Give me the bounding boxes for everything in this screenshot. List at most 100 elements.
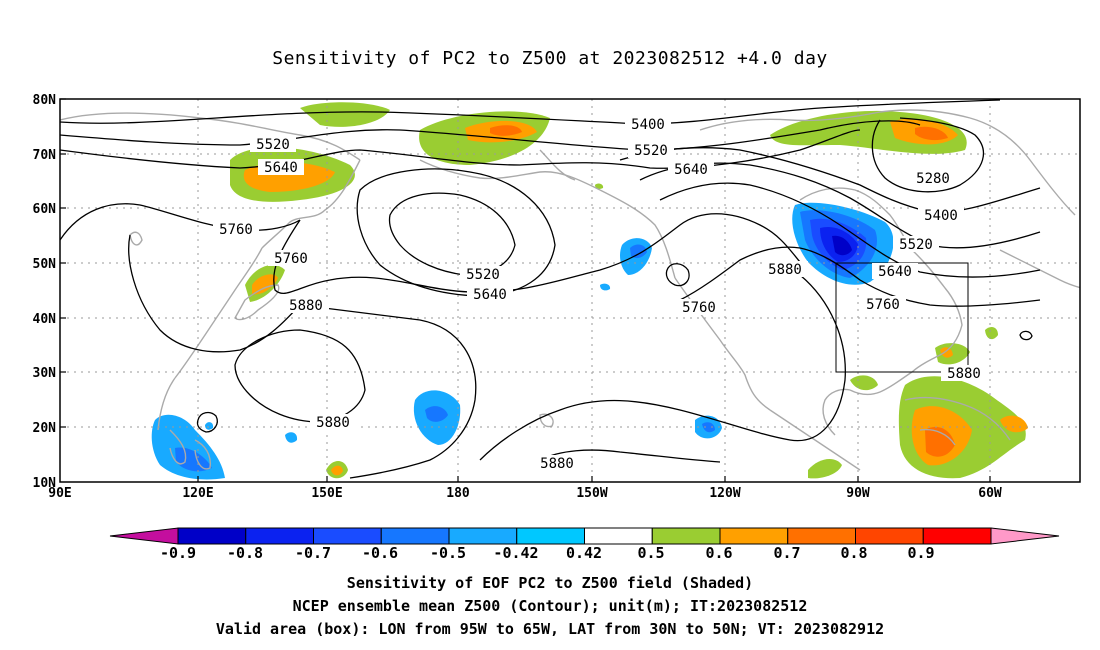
- contour-5760-east: [679, 246, 1041, 307]
- colorbar-label: 0.6: [705, 544, 732, 562]
- lon-label: 150W: [576, 486, 607, 501]
- positive-region-arctic-east: [300, 102, 390, 127]
- colorbar-segment: [787, 527, 856, 545]
- contour-label: 5520: [460, 266, 506, 283]
- lon-label: 90W: [846, 486, 870, 501]
- contour-small-loop-1: [196, 411, 218, 433]
- colorbar-segment: [855, 527, 924, 545]
- contour-5760-west: [60, 203, 301, 241]
- colorbar-segment: [922, 527, 992, 545]
- contour-label: 5880: [534, 455, 580, 472]
- svg-text:5760: 5760: [682, 300, 716, 316]
- contour-label: 5640: [467, 286, 513, 303]
- contour-5880-south: [539, 449, 721, 463]
- svg-text:5520: 5520: [256, 137, 290, 153]
- colorbar-segment: [719, 527, 789, 545]
- colorbar-label: -0.9: [160, 544, 196, 562]
- contour-label: 5400: [918, 207, 964, 224]
- contour-label: 5880: [283, 297, 329, 314]
- lon-label: 120E: [182, 486, 213, 501]
- positive-region-mexico: [808, 458, 842, 479]
- colorbar-arrow-right: [990, 527, 1060, 545]
- lon-label: 90E: [48, 486, 71, 501]
- lat-label: 80N: [33, 93, 57, 108]
- negative-core-canada-4: [832, 235, 852, 256]
- colorbar-label: 0.7: [773, 544, 800, 562]
- contour-label: 5640: [872, 263, 918, 280]
- map-title: Sensitivity of PC2 to Z500 at 2023082512…: [272, 48, 828, 69]
- lat-label: 40N: [33, 312, 57, 327]
- contour-5880-central: [299, 304, 477, 479]
- lon-label: 180: [446, 486, 470, 501]
- contour-label: 5880: [310, 414, 356, 431]
- svg-text:5880: 5880: [316, 415, 350, 431]
- contour-labels: 5400 5520 5640 5280 5400 5520 5640 5760 …: [213, 116, 987, 472]
- positive-region-east-atlantic: [985, 327, 998, 340]
- negative-region-small-2: [600, 283, 611, 291]
- caption-line-1: Sensitivity of EOF PC2 to Z500 field (Sh…: [346, 574, 754, 592]
- colorbar-label: -0.42: [493, 544, 538, 562]
- colorbar-label: 0.42: [566, 544, 602, 562]
- positive-inner-greenland: [915, 126, 948, 141]
- positive-region-small-2: [1000, 415, 1028, 433]
- svg-text:5640: 5640: [264, 160, 298, 176]
- caption-line-2: NCEP ensemble mean Z500 (Contour); unit(…: [292, 597, 808, 615]
- positive-inner-caribbean: [925, 426, 955, 457]
- colorbar-labels: -0.9 -0.8 -0.7 -0.6 -0.5 -0.42 0.42 0.5 …: [160, 544, 935, 562]
- negative-core-mexico-pacific: [702, 422, 715, 433]
- positive-core-japan: [252, 274, 278, 295]
- svg-text:5880: 5880: [947, 366, 981, 382]
- lat-label: 70N: [33, 148, 57, 163]
- positive-region-gulf: [850, 375, 878, 391]
- lat-label: 20N: [33, 421, 57, 436]
- colorbar-segment: [516, 527, 585, 545]
- lon-label: 150E: [311, 486, 342, 501]
- colorbar-segment: [313, 527, 382, 545]
- lat-labels: 80N 70N 60N 50N 40N 30N 20N 10N: [33, 93, 57, 491]
- colorbar-segment: [245, 527, 314, 545]
- lon-label: 60W: [978, 486, 1002, 501]
- lat-label: 60N: [33, 202, 57, 217]
- contour-5400-north: [60, 99, 1001, 125]
- svg-text:5520: 5520: [634, 143, 668, 159]
- negative-region-small-3: [205, 422, 214, 430]
- contour-label: 5520: [628, 142, 674, 159]
- contour-label: 5400: [625, 116, 671, 133]
- colorbar-segment: [380, 527, 450, 545]
- contour-label: 5640: [668, 161, 714, 178]
- positive-region-small-1: [595, 183, 604, 189]
- svg-text:5400: 5400: [631, 117, 665, 133]
- negative-core-gulf-alaska: [630, 244, 647, 259]
- contour-label: 5520: [250, 136, 296, 153]
- svg-text:5640: 5640: [473, 287, 507, 303]
- svg-text:5520: 5520: [466, 267, 500, 283]
- svg-text:5760: 5760: [274, 251, 308, 267]
- axis-ticks: [60, 98, 991, 482]
- colorbar-segment: [177, 527, 247, 545]
- contour-label: 5760: [268, 250, 314, 267]
- contour-label: 5760: [860, 296, 906, 313]
- svg-text:5880: 5880: [540, 456, 574, 472]
- lat-label: 50N: [33, 257, 57, 272]
- negative-region-small-1: [285, 432, 298, 443]
- svg-text:5760: 5760: [219, 222, 253, 238]
- positive-core-chukotka-inner: [490, 125, 522, 136]
- svg-text:5640: 5640: [674, 162, 708, 178]
- contour-labels-upper: 5520 5640 5760: [250, 136, 314, 267]
- contour-small-loop-2: [665, 263, 690, 287]
- map-border: [59, 98, 1081, 483]
- svg-text:5760: 5760: [866, 297, 900, 313]
- caption-line-3: Valid area (box): LON from 95W to 65W, L…: [215, 620, 885, 638]
- colorbar-label: -0.8: [227, 544, 263, 562]
- negative-core-philippines: [175, 447, 212, 472]
- colorbar: [109, 527, 1060, 545]
- contour-label: 5880: [941, 365, 987, 382]
- colorbar-segment: [448, 527, 518, 545]
- svg-text:5400: 5400: [924, 208, 958, 224]
- lat-label: 10N: [33, 476, 57, 491]
- contour-5520-north: [60, 120, 921, 151]
- contour-5280-east: [871, 117, 984, 193]
- positive-core-carolina: [940, 347, 953, 358]
- colorbar-label: 0.9: [907, 544, 934, 562]
- colorbar-label: -0.7: [295, 544, 331, 562]
